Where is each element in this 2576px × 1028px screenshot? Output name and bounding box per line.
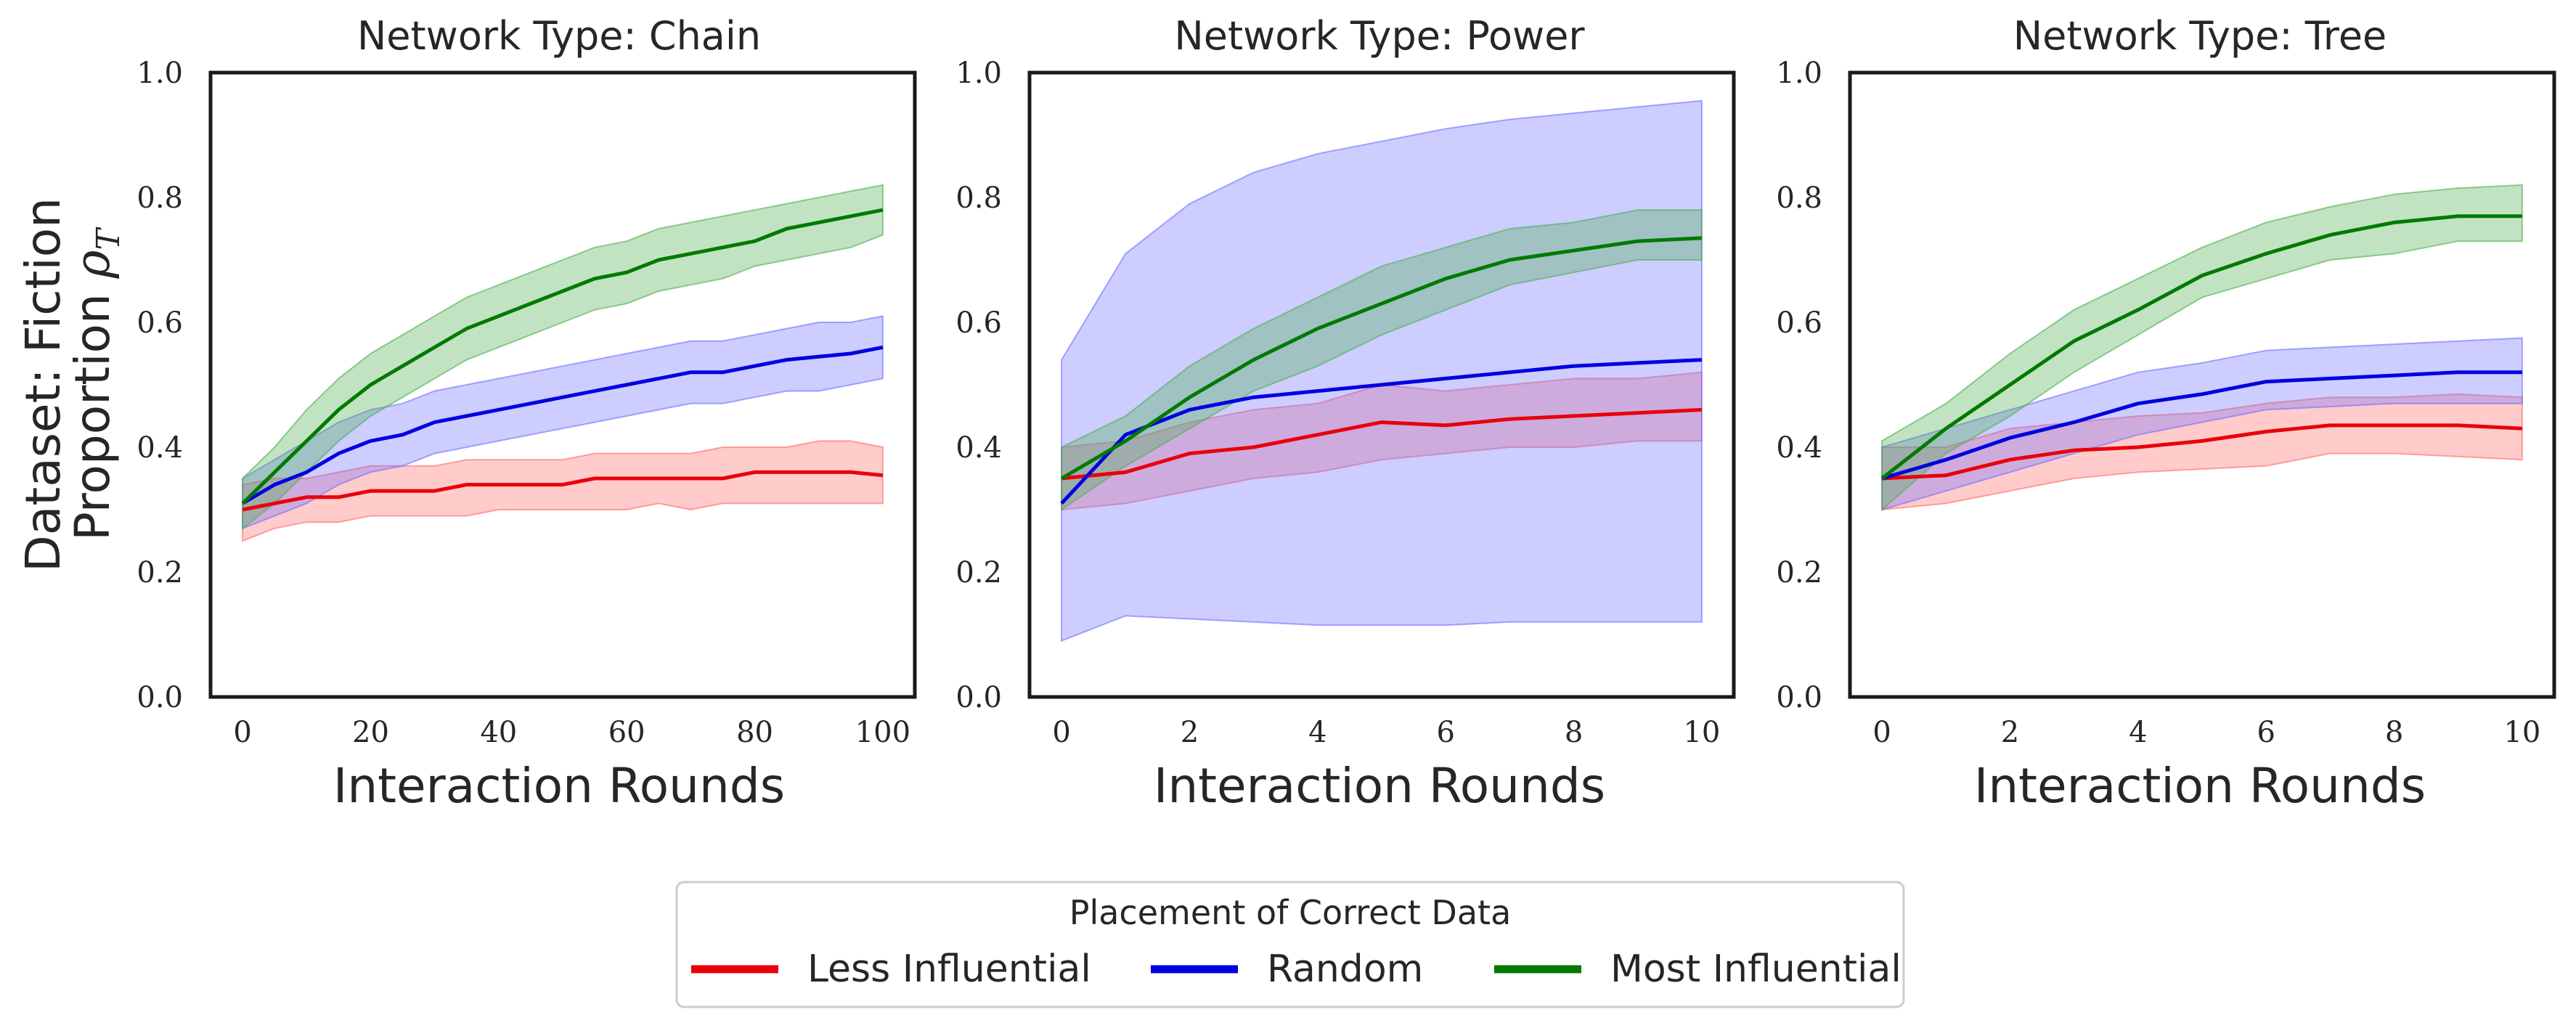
y-tick-labels: 0.0 0.2 0.4 0.6 0.8 1.0: [136, 57, 183, 714]
series-lines: [1060, 236, 1703, 505]
line-most-influential: [1880, 214, 2522, 480]
legend-item-random: Random: [1151, 947, 1423, 991]
line-less-influential: [242, 470, 884, 512]
y-axis-label-line-1: Dataset: Fiction: [15, 197, 71, 572]
y-tick-labels: 0.0 0.2 0.4 0.6 0.8 1.0: [1776, 57, 1822, 714]
x-tick-labels: 0 2 4 6 8 10: [1872, 716, 2540, 749]
x-tick-label: 8: [1565, 716, 1583, 749]
y-tick-label: 0.4: [1776, 431, 1822, 465]
legend-title: Placement of Correct Data: [1069, 893, 1512, 932]
x-axis-label: Interaction Rounds: [1974, 758, 2426, 814]
panel-title: Network Type: Power: [1174, 13, 1585, 59]
line-random: [241, 345, 884, 505]
y-tick-label: 0.0: [1776, 681, 1822, 714]
band-random: [1061, 99, 1703, 642]
y-tick-label: 0.4: [136, 431, 183, 465]
series-lines: [241, 208, 884, 512]
line-most-influential: [241, 208, 884, 505]
y-tick-label: 1.0: [955, 57, 1002, 90]
confidence-bands: [242, 184, 884, 542]
x-tick-label: 80: [736, 716, 773, 749]
panel-chain: Network Type: Chain 0.0 0.2 0.4 0.6 0.8 1.0 0…: [15, 13, 917, 814]
x-tick-label: 20: [352, 716, 389, 749]
y-axis-label-proportion: Proportion ρT: [65, 227, 127, 541]
panel-title: Network Type: Chain: [357, 13, 761, 59]
x-tick-labels: 0 2 4 6 8 10: [1052, 716, 1720, 749]
x-tick-label: 6: [1436, 716, 1454, 749]
y-tick-label: 0.8: [955, 181, 1002, 215]
plot-frame: [1848, 70, 2556, 699]
x-tick-label: 4: [1308, 716, 1326, 749]
x-tick-label: 2: [2001, 716, 2019, 749]
band-random: [1881, 337, 2523, 511]
y-tick-label: 0.8: [1776, 181, 1822, 215]
x-tick-labels: 0 20 40 60 80 100: [233, 716, 910, 749]
panel-tree: Network Type: Tree 0.0 0.2 0.4 0.6 0.8 1.0 0 2…: [1776, 13, 2556, 814]
panel-title: Network Type: Tree: [2013, 13, 2387, 59]
x-tick-label: 0: [1872, 716, 1891, 749]
y-tick-label: 0.2: [955, 556, 1002, 590]
y-tick-label: 0.2: [1776, 556, 1822, 590]
x-tick-label: 100: [855, 716, 910, 749]
line-less-influential: [1881, 423, 2523, 481]
series-lines: [1880, 214, 2523, 481]
band-less-influential: [1881, 393, 2523, 511]
line-less-influential: [1061, 407, 1703, 481]
legend-label-random: Random: [1267, 947, 1423, 991]
legend-item-less-influential: Less Influential: [691, 947, 1091, 991]
x-tick-label: 0: [233, 716, 251, 749]
x-tick-label: 8: [2385, 716, 2403, 749]
x-axis-label: Interaction Rounds: [333, 758, 785, 814]
y-tick-label: 0.0: [955, 681, 1002, 714]
x-tick-label: 60: [608, 716, 645, 749]
y-axis-label-line-2: Proportion ρT: [65, 227, 127, 541]
y-tick-label: 0.8: [136, 181, 183, 215]
x-tick-label: 10: [1683, 716, 1720, 749]
y-tick-label: 0.0: [136, 681, 183, 714]
y-tick-labels: 0.0 0.2 0.4 0.6 0.8 1.0: [955, 57, 1002, 714]
legend: Placement of Correct Data Less Influenti…: [675, 881, 1905, 1008]
y-axis-label-text: Proportion: [65, 278, 121, 541]
legend-item-most-influential: Most Influential: [1494, 947, 1902, 991]
x-tick-label: 40: [480, 716, 517, 749]
legend-box: [675, 881, 1905, 1008]
plot-frame: [208, 70, 917, 699]
line-random: [1881, 370, 2522, 481]
line-most-influential: [1060, 236, 1703, 481]
plot-frame: [1027, 70, 1736, 699]
y-tick-label: 0.6: [1776, 306, 1822, 340]
x-tick-label: 0: [1052, 716, 1070, 749]
x-tick-label: 2: [1181, 716, 1199, 749]
y-tick-label: 1.0: [1776, 57, 1822, 90]
y-tick-label: 0.6: [955, 306, 1002, 340]
band-most-influential: [242, 184, 884, 530]
y-tick-label: 0.6: [136, 306, 183, 340]
x-axis-label: Interaction Rounds: [1154, 758, 1605, 814]
y-axis-label-dataset: Dataset: Fiction: [15, 197, 71, 572]
y-axis-label-subscript: T: [90, 227, 127, 250]
y-tick-label: 0.2: [136, 556, 183, 590]
band-random: [242, 315, 884, 530]
legend-label-most-influential: Most Influential: [1610, 947, 1902, 991]
x-tick-label: 10: [2503, 716, 2540, 749]
x-tick-label: 4: [2129, 716, 2147, 749]
y-axis-label-rho: ρ: [65, 250, 121, 279]
panel-power: Network Type: Power 0.0 0.2 0.4 0.6 0.8 1.0 0…: [955, 13, 1736, 814]
y-tick-label: 0.4: [955, 431, 1002, 465]
x-tick-label: 6: [2257, 716, 2275, 749]
line-random: [1060, 358, 1703, 505]
legend-label-less-influential: Less Influential: [807, 947, 1091, 991]
y-tick-label: 1.0: [136, 57, 183, 90]
